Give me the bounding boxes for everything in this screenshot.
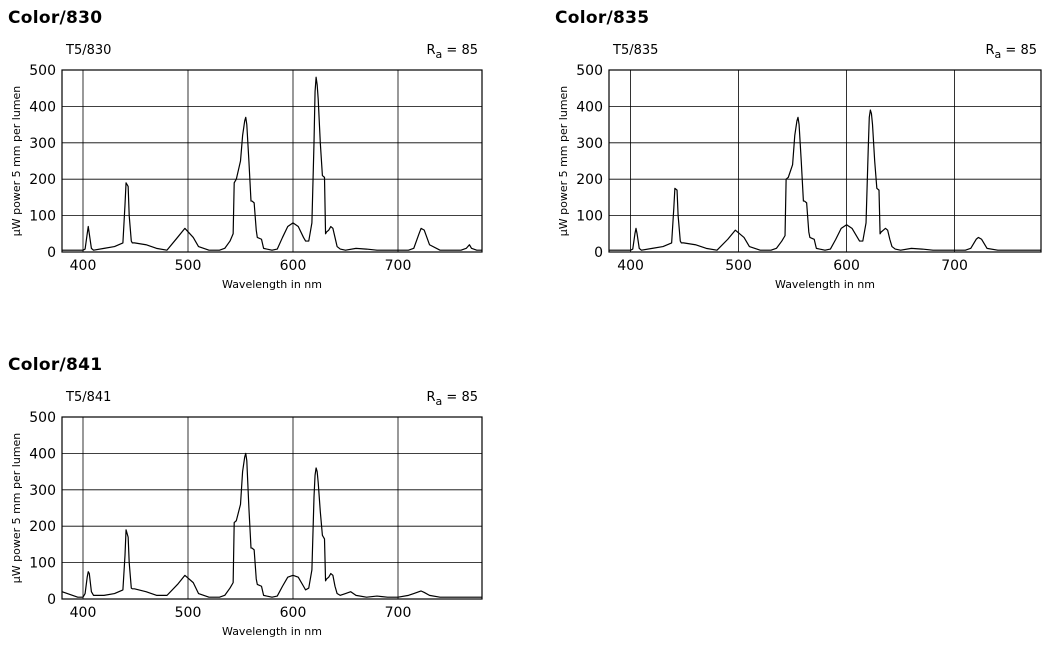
chart-subtitle: T5/841 <box>65 390 111 405</box>
x-tick-label: 600 <box>280 605 307 621</box>
ra-subscript: a <box>995 48 1002 61</box>
plot-frame <box>61 69 483 253</box>
y-tick-label: 0 <box>47 245 56 261</box>
y-tick-label: 0 <box>594 245 603 261</box>
ra-suffix: = 85 <box>1001 43 1037 58</box>
plot-frame <box>61 416 483 600</box>
x-tick-label: 500 <box>725 258 752 274</box>
ra-suffix: = 85 <box>442 390 478 405</box>
x-tick-label: 400 <box>617 258 644 274</box>
x-axis-label: Wavelength in nm <box>222 625 322 638</box>
y-tick-label: 200 <box>29 172 56 188</box>
ra-annotation: Ra = 85 <box>986 43 1038 61</box>
chart-panel-835: Color/835 T5/835 Ra = 85 0 100 200 300 400 500 4… <box>555 8 1042 318</box>
y-tick-label: 500 <box>576 63 603 79</box>
plot-frame <box>608 69 1042 253</box>
x-tick-label: 600 <box>833 258 860 274</box>
spectrum-line <box>62 76 482 251</box>
x-axis-label: Wavelength in nm <box>775 278 875 291</box>
y-tick-label: 500 <box>29 410 56 426</box>
x-axis-label: Wavelength in nm <box>222 278 322 291</box>
y-tick-label: 400 <box>29 446 56 462</box>
y-tick-label: 400 <box>29 99 56 115</box>
y-tick-label: 300 <box>576 136 603 152</box>
chart-title: Color/830 <box>8 8 103 28</box>
x-tick-label: 400 <box>70 605 97 621</box>
y-tick-label: 100 <box>576 209 603 225</box>
y-tick-label: 100 <box>29 556 56 572</box>
x-tick-label: 700 <box>941 258 968 274</box>
chart-subtitle: T5/835 <box>612 43 658 58</box>
ra-subscript: a <box>436 395 443 408</box>
chart-title: Color/835 <box>555 8 650 28</box>
spectrum-chart-830: T5/830 Ra = 85 0 100 200 300 400 500 400 500 600 70… <box>10 43 483 291</box>
spectrum-chart-835: T5/835 Ra = 85 0 100 200 300 400 500 400 500 600 70… <box>557 43 1042 291</box>
ra-suffix: = 85 <box>442 43 478 58</box>
x-tick-label: 700 <box>385 605 412 621</box>
y-axis-label: µW power 5 mm per lumen <box>557 86 570 237</box>
y-tick-label: 0 <box>47 592 56 608</box>
x-tick-label: 500 <box>175 605 202 621</box>
x-tick-label: 700 <box>385 258 412 274</box>
spectrum-line <box>61 452 482 598</box>
y-tick-label: 300 <box>29 136 56 152</box>
ra-annotation: Ra = 85 <box>427 390 479 408</box>
spectrum-line <box>609 109 1041 251</box>
y-tick-label: 100 <box>29 209 56 225</box>
x-tick-label: 500 <box>175 258 202 274</box>
y-axis-label: µW power 5 mm per lumen <box>10 86 23 237</box>
y-tick-label: 500 <box>29 63 56 79</box>
chart-panel-830: Color/830 T5/830 Ra = 85 0 100 200 300 400 500 4… <box>8 8 508 318</box>
spectrum-chart-841: T5/841 Ra = 85 0 100 200 300 400 500 400 500 600 70… <box>10 390 483 638</box>
chart-subtitle: T5/830 <box>65 43 111 58</box>
y-tick-label: 200 <box>576 172 603 188</box>
chart-title: Color/841 <box>8 355 103 375</box>
x-tick-label: 600 <box>280 258 307 274</box>
ra-prefix: R <box>986 43 995 58</box>
y-tick-label: 300 <box>29 483 56 499</box>
ra-prefix: R <box>427 43 436 58</box>
y-tick-label: 400 <box>576 99 603 115</box>
y-axis-label: µW power 5 mm per lumen <box>10 433 23 584</box>
chart-panel-841: Color/841 T5/841 Ra = 85 0 100 200 300 400 500 4… <box>8 355 508 665</box>
y-tick-label: 200 <box>29 519 56 535</box>
ra-subscript: a <box>436 48 443 61</box>
x-tick-label: 400 <box>70 258 97 274</box>
ra-prefix: R <box>427 390 436 405</box>
ra-annotation: Ra = 85 <box>427 43 479 61</box>
